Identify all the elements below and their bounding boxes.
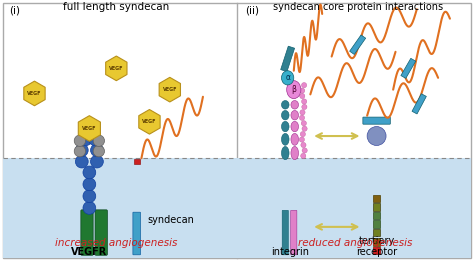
- Circle shape: [301, 121, 306, 126]
- Circle shape: [302, 104, 307, 109]
- Text: VEGFR: VEGFR: [71, 247, 108, 257]
- Circle shape: [301, 142, 306, 148]
- Bar: [373, 212, 380, 219]
- Text: tertiary
receptor: tertiary receptor: [356, 236, 397, 257]
- Text: (ii): (ii): [246, 5, 260, 15]
- Circle shape: [74, 135, 86, 146]
- Text: α: α: [285, 73, 290, 82]
- Circle shape: [91, 144, 103, 157]
- Text: VEGF: VEGF: [142, 119, 157, 124]
- Ellipse shape: [282, 110, 289, 120]
- Bar: [281, 46, 294, 72]
- Text: increased angiogenesis: increased angiogenesis: [55, 238, 178, 249]
- Bar: [373, 247, 380, 254]
- Ellipse shape: [282, 101, 289, 109]
- Circle shape: [91, 155, 103, 168]
- Circle shape: [302, 148, 307, 153]
- Ellipse shape: [282, 121, 289, 132]
- FancyBboxPatch shape: [133, 212, 140, 255]
- Circle shape: [300, 93, 305, 99]
- Text: VEGF: VEGF: [82, 126, 97, 131]
- Circle shape: [367, 127, 386, 146]
- Circle shape: [300, 132, 305, 137]
- FancyBboxPatch shape: [282, 210, 288, 255]
- Circle shape: [83, 178, 96, 191]
- Circle shape: [93, 146, 104, 157]
- Circle shape: [300, 110, 305, 115]
- Bar: [373, 195, 380, 202]
- Circle shape: [79, 133, 92, 146]
- Ellipse shape: [291, 146, 299, 160]
- Text: syndecan: syndecan: [147, 215, 194, 225]
- Circle shape: [302, 126, 307, 131]
- Bar: [373, 238, 380, 246]
- Ellipse shape: [282, 133, 289, 145]
- Ellipse shape: [291, 121, 299, 132]
- FancyBboxPatch shape: [291, 210, 297, 255]
- Polygon shape: [139, 109, 160, 134]
- Text: VEGF: VEGF: [163, 87, 177, 92]
- Polygon shape: [106, 56, 127, 81]
- Polygon shape: [78, 116, 100, 141]
- Bar: [412, 94, 426, 114]
- Ellipse shape: [291, 133, 299, 145]
- Circle shape: [301, 99, 307, 104]
- Ellipse shape: [282, 146, 289, 160]
- FancyBboxPatch shape: [95, 210, 107, 255]
- Circle shape: [93, 135, 104, 146]
- Bar: [350, 35, 365, 54]
- Ellipse shape: [291, 101, 299, 109]
- Ellipse shape: [282, 71, 294, 85]
- Ellipse shape: [291, 110, 299, 120]
- Text: syndecan core protein interactions: syndecan core protein interactions: [273, 2, 443, 12]
- Bar: [134, 159, 140, 164]
- Text: (i): (i): [9, 5, 20, 15]
- Bar: [373, 203, 380, 211]
- Text: full length syndecan: full length syndecan: [63, 2, 170, 12]
- Bar: [373, 220, 380, 228]
- FancyBboxPatch shape: [363, 117, 390, 124]
- Circle shape: [75, 144, 88, 157]
- Ellipse shape: [287, 81, 301, 99]
- Polygon shape: [159, 77, 181, 102]
- Text: VEGF: VEGF: [27, 91, 42, 96]
- Bar: [237, 158, 471, 258]
- Circle shape: [83, 190, 96, 203]
- Circle shape: [301, 153, 306, 159]
- Circle shape: [74, 146, 86, 157]
- Circle shape: [301, 83, 307, 88]
- Bar: [3, 158, 237, 258]
- Text: VEGF: VEGF: [109, 66, 124, 71]
- Bar: [401, 58, 416, 78]
- Text: β: β: [292, 85, 296, 94]
- Text: integrin: integrin: [271, 247, 309, 257]
- Circle shape: [75, 155, 88, 168]
- Circle shape: [300, 115, 305, 120]
- Circle shape: [83, 202, 96, 214]
- Circle shape: [299, 137, 304, 142]
- FancyBboxPatch shape: [81, 210, 93, 255]
- Circle shape: [89, 133, 101, 146]
- Circle shape: [83, 166, 96, 179]
- Bar: [373, 229, 380, 236]
- Circle shape: [300, 88, 305, 93]
- Polygon shape: [24, 81, 45, 106]
- Text: reduced angiogenesis: reduced angiogenesis: [298, 238, 412, 249]
